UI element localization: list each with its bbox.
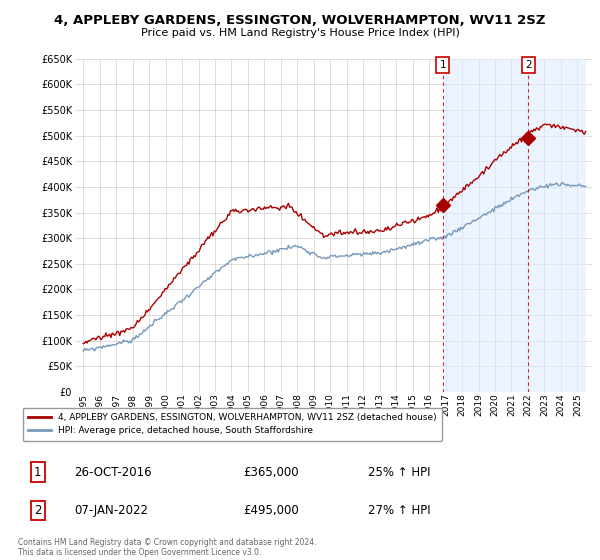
Text: 07-JAN-2022: 07-JAN-2022	[74, 504, 148, 517]
Text: Contains HM Land Registry data © Crown copyright and database right 2024.
This d: Contains HM Land Registry data © Crown c…	[18, 538, 317, 557]
Text: 25% ↑ HPI: 25% ↑ HPI	[368, 466, 430, 479]
Text: 2: 2	[34, 504, 41, 517]
Text: 4, APPLEBY GARDENS, ESSINGTON, WOLVERHAMPTON, WV11 2SZ: 4, APPLEBY GARDENS, ESSINGTON, WOLVERHAM…	[54, 14, 546, 27]
Text: Price paid vs. HM Land Registry's House Price Index (HPI): Price paid vs. HM Land Registry's House …	[140, 28, 460, 38]
Legend: 4, APPLEBY GARDENS, ESSINGTON, WOLVERHAMPTON, WV11 2SZ (detached house), HPI: Av: 4, APPLEBY GARDENS, ESSINGTON, WOLVERHAM…	[23, 408, 442, 441]
Text: £495,000: £495,000	[244, 504, 299, 517]
Text: 27% ↑ HPI: 27% ↑ HPI	[368, 504, 430, 517]
Text: 26-OCT-2016: 26-OCT-2016	[74, 466, 152, 479]
Text: 2: 2	[525, 60, 532, 70]
Text: £365,000: £365,000	[244, 466, 299, 479]
Text: 1: 1	[34, 466, 41, 479]
Text: 1: 1	[439, 60, 446, 70]
